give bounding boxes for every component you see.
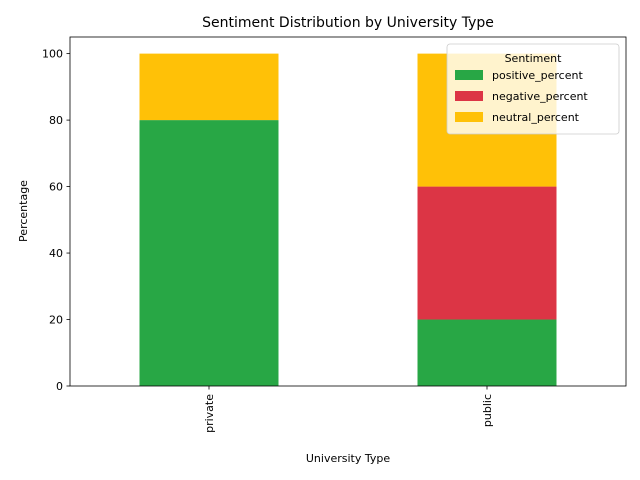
y-tick-label: 0 xyxy=(56,380,63,393)
legend: Sentiment positive_percent negative_perce… xyxy=(446,43,620,135)
bar-public-positive-percent xyxy=(417,319,557,386)
plot-frame xyxy=(69,36,627,387)
x-tick-label-public: public xyxy=(481,394,494,427)
chart-title: Sentiment Distribution by University Typ… xyxy=(202,15,494,31)
legend-title: Sentiment xyxy=(505,52,563,65)
legend-swatch-negative-percent xyxy=(455,91,483,101)
legend-swatch-positive-percent xyxy=(455,70,483,80)
y-tick-label: 60 xyxy=(49,181,63,194)
y-tick-label: 20 xyxy=(49,314,63,327)
y-axis: 0 20 40 60 80 100 xyxy=(42,48,70,393)
legend-swatch-neutral-percent xyxy=(455,112,483,122)
bar-private-positive-percent xyxy=(139,120,279,386)
x-axis-label: University Type xyxy=(306,452,390,465)
y-axis-label: Percentage xyxy=(17,180,30,242)
bar-private-neutral-percent xyxy=(139,53,279,121)
y-tick-label: 80 xyxy=(49,114,63,127)
legend-frame xyxy=(446,43,620,135)
legend-label-negative-percent: negative_percent xyxy=(492,90,588,103)
x-tick-label-private: private xyxy=(203,394,216,433)
x-axis: private public xyxy=(203,386,494,433)
bar-public-negative-percent xyxy=(417,186,557,320)
legend-label-neutral-percent: neutral_percent xyxy=(492,111,580,124)
y-tick-label: 100 xyxy=(42,48,63,61)
y-tick-label: 40 xyxy=(49,247,63,260)
legend-label-positive-percent: positive_percent xyxy=(492,69,583,82)
